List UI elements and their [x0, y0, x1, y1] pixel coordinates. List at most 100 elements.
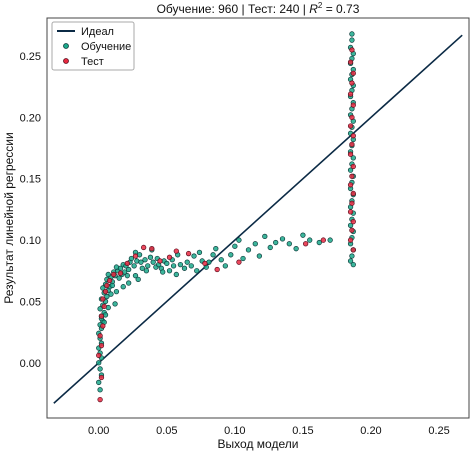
train-point — [120, 284, 126, 290]
test-point — [347, 151, 354, 157]
chart-marks — [53, 31, 463, 404]
y-tick-label: 0.05 — [20, 296, 41, 308]
train-point — [143, 268, 150, 274]
train-point — [97, 387, 103, 393]
x-tick-label: 0.15 — [292, 425, 313, 437]
train-point — [138, 259, 144, 265]
test-point — [350, 70, 356, 76]
legend-box — [51, 21, 135, 71]
train-point — [126, 266, 132, 273]
train-point — [349, 253, 355, 259]
test-point — [349, 141, 355, 148]
legend-test-swatch — [63, 58, 69, 64]
tick-labels: 0.00 0.05 0.10 0.15 0.20 0.25 0.00 0.05 0.10 0.15… — [20, 51, 450, 437]
chart-title: Обучение: 960 | Тест: 240 | R2 = 0.73 — [157, 1, 360, 16]
train-point — [150, 259, 156, 265]
train-point — [164, 260, 170, 267]
train-point — [349, 31, 355, 37]
train-point — [256, 253, 263, 259]
test-point — [347, 209, 354, 215]
train-point — [142, 257, 148, 263]
legend-train-label: Обучение — [81, 41, 131, 53]
train-point — [97, 366, 103, 372]
test-point — [100, 296, 106, 302]
test-point — [202, 260, 208, 267]
train-point — [349, 37, 355, 43]
train-point — [166, 268, 173, 274]
train-point — [109, 282, 115, 289]
train-point — [108, 291, 114, 297]
train-point — [286, 241, 292, 247]
train-point — [222, 263, 228, 269]
train-point — [113, 288, 120, 295]
train-point — [145, 263, 151, 269]
test-point — [149, 246, 155, 252]
x-tick-label: 0.20 — [360, 425, 381, 437]
train-point — [228, 252, 234, 258]
y-tick-label: 0.10 — [20, 235, 41, 247]
train-point — [232, 243, 238, 249]
test-point — [350, 190, 356, 197]
test-point — [185, 250, 192, 257]
test-point — [157, 258, 163, 264]
test-point — [350, 247, 356, 253]
y-tick-label: 0.20 — [20, 112, 41, 124]
test-point — [349, 173, 355, 179]
test-point — [350, 219, 356, 225]
train-point — [104, 293, 110, 300]
train-point — [160, 269, 166, 275]
train-point — [347, 222, 354, 229]
test-point — [349, 47, 355, 53]
test-point — [100, 323, 106, 329]
title-prefix: Обучение: 960 | Тест: 240 | — [157, 2, 310, 16]
train-point — [236, 237, 242, 243]
train-point — [96, 360, 102, 366]
title-r2-symbol: R — [309, 2, 318, 16]
train-point — [128, 255, 135, 262]
train-point — [307, 237, 313, 243]
train-point — [347, 258, 354, 264]
train-point — [218, 257, 224, 263]
test-point — [124, 260, 130, 267]
train-point — [210, 252, 216, 258]
train-point — [293, 246, 299, 252]
train-point — [300, 232, 306, 238]
train-point — [267, 244, 273, 251]
train-point — [252, 241, 258, 247]
train-point — [100, 285, 106, 291]
test-point — [347, 182, 354, 188]
test-point — [347, 237, 354, 243]
test-point — [214, 266, 220, 273]
train-point — [132, 273, 139, 279]
train-point — [316, 239, 322, 246]
train-point — [196, 249, 203, 256]
test-point — [98, 374, 105, 381]
train-point — [105, 271, 111, 278]
train-point — [279, 236, 286, 242]
train-point — [147, 254, 154, 260]
test-point — [111, 271, 117, 278]
y-tick-label: 0.25 — [20, 51, 41, 63]
train-point — [188, 263, 194, 269]
test-point — [347, 91, 354, 97]
y-tick-label: 0.15 — [20, 174, 41, 186]
test-point — [132, 253, 139, 259]
test-point — [98, 313, 105, 319]
train-point — [116, 275, 122, 281]
train-point — [350, 155, 356, 161]
train-point — [139, 265, 145, 271]
train-point — [177, 261, 184, 268]
test-point — [349, 80, 355, 86]
test-point — [97, 396, 103, 403]
test-point — [236, 259, 242, 265]
train-point — [96, 379, 102, 386]
train-point — [191, 253, 197, 259]
test-point — [102, 288, 109, 295]
train-point — [347, 167, 354, 173]
train-point — [327, 237, 333, 243]
test-point — [349, 114, 355, 121]
test-point — [350, 102, 356, 108]
y-tick-label: 0.00 — [20, 358, 41, 370]
train-point — [170, 263, 177, 269]
